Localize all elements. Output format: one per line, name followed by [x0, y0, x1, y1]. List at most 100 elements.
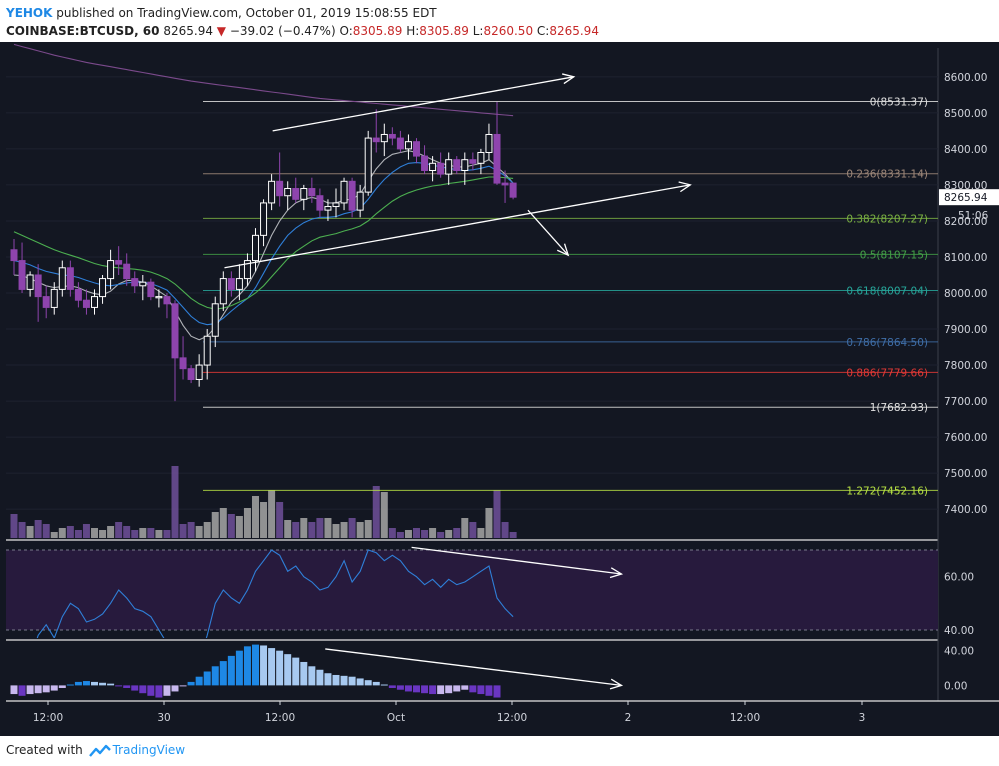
ohlc-line: COINBASE:BTCUSD, 60 8265.94 ▼ −39.02 (−0… — [6, 22, 996, 40]
trend-arrow-head — [609, 567, 624, 579]
volume-bar — [268, 490, 276, 538]
volume-bar — [179, 524, 187, 538]
macd-histogram-bar — [147, 685, 155, 696]
price-tick-label: 8100.00 — [944, 252, 987, 264]
trend-arrow-head — [609, 678, 624, 690]
candle-body — [380, 133, 388, 143]
fib-level-label: 0.5(8107.15) — [860, 249, 928, 261]
price-tick-label: 7400.00 — [944, 504, 987, 516]
macd-histogram-bar — [107, 683, 115, 686]
macd-histogram-bar — [404, 685, 412, 692]
volume-bar — [26, 526, 34, 538]
close-label: C: — [536, 24, 550, 38]
volume-bar — [91, 528, 98, 538]
macd-histogram-bar — [413, 685, 420, 693]
volume-bar — [421, 530, 429, 538]
time-tick-label: 2 — [625, 712, 632, 724]
macd-histogram-bar — [445, 685, 453, 694]
macd-histogram-bar — [268, 648, 276, 686]
volume-bar — [501, 522, 509, 538]
volume-bar — [340, 522, 348, 538]
created-with-label: Created with — [6, 743, 83, 757]
macd-histogram-bar — [227, 655, 235, 686]
tradingview-brand[interactable]: TradingView — [112, 743, 186, 757]
time-tick-label: 30 — [157, 712, 170, 724]
macd-histogram-bar — [203, 671, 211, 686]
volume-bar — [308, 522, 316, 538]
fib-level-label: 1(7682.93) — [870, 402, 928, 414]
fib-level-label: 0.886(7779.66) — [846, 367, 928, 379]
open-label: O: — [339, 24, 353, 38]
volume-bar — [50, 532, 58, 538]
candle-body — [139, 281, 147, 287]
volume-bar — [252, 496, 259, 538]
candle-body — [485, 133, 493, 153]
volume-bar — [107, 526, 115, 538]
candle-body — [332, 202, 340, 208]
macd-histogram-bar — [99, 682, 107, 686]
rsi-tick-label: 60.00 — [944, 572, 974, 584]
macd-histogram-bar — [396, 685, 404, 690]
volume-bar — [34, 520, 42, 538]
price-tick-label: 7800.00 — [944, 360, 987, 372]
macd-histogram-bar — [163, 685, 171, 696]
volume-bar — [139, 528, 147, 538]
candle-body — [437, 162, 445, 175]
candle-body — [356, 191, 364, 211]
moving-average-line — [13, 176, 514, 310]
macd-histogram-bar — [364, 680, 372, 686]
volume-bar — [284, 520, 292, 538]
candle-body — [195, 364, 203, 380]
macd-histogram-bar — [219, 661, 227, 686]
macd-histogram-bar — [235, 650, 243, 686]
candle-body — [453, 159, 461, 172]
macd-histogram-bar — [429, 685, 437, 695]
volume-bar — [453, 528, 461, 538]
trend-arrow-line — [411, 546, 622, 575]
trend-arrow-head — [561, 73, 576, 85]
fib-level-label: 1.272(7452.16) — [846, 485, 928, 497]
candle-body — [509, 182, 517, 198]
macd-histogram-bar — [453, 685, 461, 692]
macd-histogram-bar — [74, 681, 82, 686]
volume-bar — [437, 532, 445, 538]
macd-tick-label: 40.00 — [944, 646, 974, 658]
volume-bar — [58, 528, 66, 538]
published-text: published on TradingView.com, October 01… — [56, 6, 437, 20]
time-tick-label: 12:00 — [730, 712, 760, 724]
low-value: 8260.50 — [483, 24, 534, 38]
volume-bar — [243, 508, 251, 538]
volume-bar — [82, 524, 90, 538]
macd-histogram-bar — [284, 654, 292, 686]
author-name[interactable]: YEHOK — [6, 6, 53, 20]
time-tick-label: 3 — [859, 712, 866, 724]
price-tick-label: 8500.00 — [944, 108, 987, 120]
volume-bar — [324, 518, 332, 538]
rsi-line — [36, 549, 514, 638]
price-chart[interactable]: 8600.00 8500.00 8400.00 8300.00 8200.00 8100.… — [0, 42, 999, 736]
macd-histogram-bar — [139, 685, 147, 694]
macd-histogram-bar — [380, 684, 388, 686]
price-change: −39.02 (−0.47%) — [229, 24, 336, 38]
volume-bar — [171, 466, 179, 538]
countdown-label: 51:06 — [958, 210, 989, 222]
fib-level-label: 0(8531.37) — [870, 97, 928, 109]
candle-body — [364, 137, 372, 193]
candle-body — [348, 180, 356, 211]
volume-bar — [219, 508, 227, 538]
candle-body — [123, 263, 131, 280]
volume-bar — [316, 518, 324, 538]
chart-header: YEHOK published on TradingView.com, Octo… — [6, 4, 996, 40]
candle-body — [445, 159, 453, 175]
publish-line: YEHOK published on TradingView.com, Octo… — [6, 4, 996, 22]
macd-histogram-bar — [10, 685, 18, 695]
price-tick-label: 8200.00 — [944, 216, 987, 228]
macd-histogram-bar — [58, 685, 66, 688]
candle-body — [10, 249, 18, 262]
macd-histogram-bar — [477, 685, 485, 695]
candle-body — [372, 137, 380, 143]
close-value: 8265.94 — [549, 24, 599, 38]
open-value: 8305.89 — [352, 24, 403, 38]
candle-body — [115, 260, 123, 265]
symbol-label[interactable]: COINBASE:BTCUSD, 60 — [6, 24, 160, 38]
